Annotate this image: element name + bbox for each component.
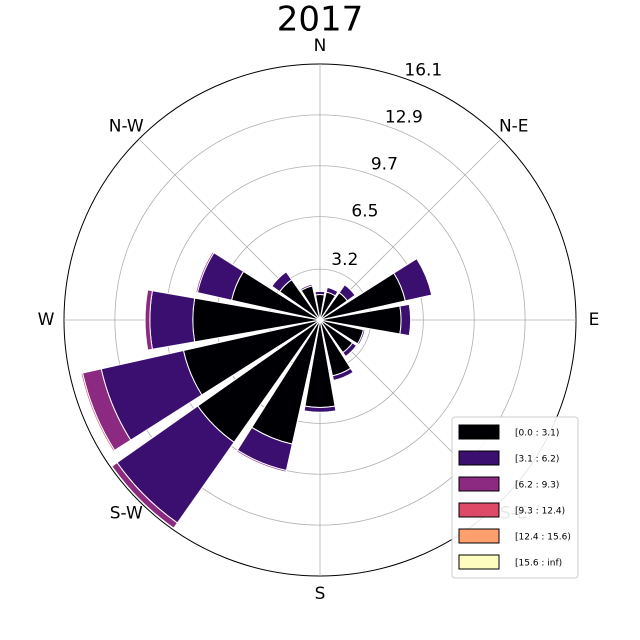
bar-segment [303,405,337,413]
angle-label: W [38,310,55,330]
bar-segment [331,367,354,382]
chart-title: 2017 [277,0,364,40]
legend-swatch [458,450,500,466]
legend-swatch [458,476,500,492]
legend-box [451,416,579,579]
angle-label: S-W [110,504,143,524]
bar-segment [399,303,412,337]
bar-segment [235,449,287,473]
legend-swatch [458,502,500,518]
legend: [0.0 : 3.1) [3.1 : 6.2) [6.2 : 9.3) [9.3 : … [451,416,579,579]
r-tick-label: 9.7 [371,155,398,175]
bar-segment [342,342,358,358]
bar-segment [356,329,366,346]
angle-label: N-E [499,116,529,136]
r-tick-label: 3.2 [331,250,358,270]
legend-swatch [458,554,500,570]
r-tick-label: 6.5 [351,202,378,222]
legend-label: [3.1 : 6.2) [515,455,559,465]
r-tick-label: 16.1 [404,61,442,81]
bar-segment [299,283,313,292]
bar-segment [338,284,356,302]
r-tick-label: 12.9 [385,108,423,128]
angle-label: E [589,310,600,330]
bar-segment [144,289,153,351]
bar-segment [149,290,196,350]
bar-segment [314,290,326,296]
legend-label: [0.0 : 3.1) [515,429,559,439]
bar-segment [111,461,179,529]
legend-label: [15.6 : inf) [515,559,562,569]
bar-segment [195,251,215,294]
legend-label: [9.3 : 12.4) [515,507,565,517]
bar-segment [271,271,293,293]
legend-label: [6.2 : 9.3) [515,481,559,491]
legend-label: [12.4 : 15.6) [515,533,571,543]
angle-label: N [314,36,327,56]
bar-segment [325,286,339,297]
angle-label: N-W [109,116,144,136]
bar-segment [393,257,433,302]
legend-swatch [458,528,500,544]
angle-label: S [315,584,326,604]
legend-swatch [458,424,500,440]
